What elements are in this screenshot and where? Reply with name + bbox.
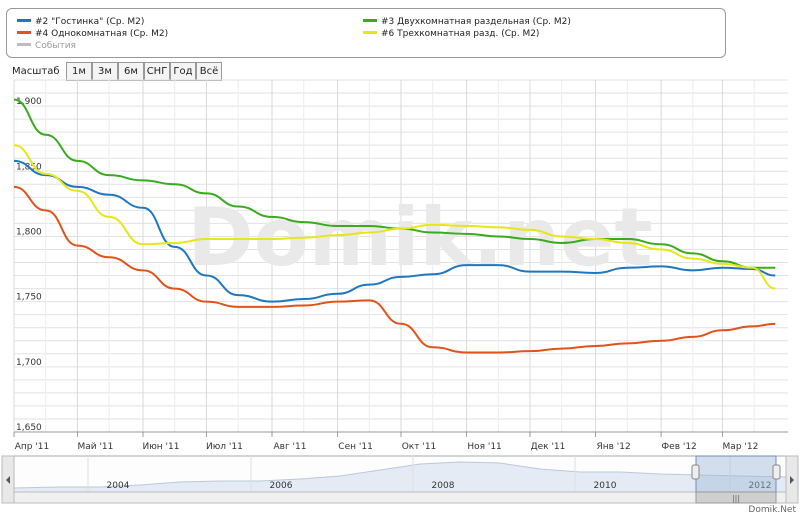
credit-text: Domik.Net (748, 505, 796, 515)
x-tick-label: Мар '12 (723, 442, 759, 452)
navigator-year-label: 2010 (594, 481, 617, 491)
x-axis: Апр '11 Май '11 Июн '11 Июл '11 Авг '11 Сен '… (13, 432, 759, 452)
chart-legend: #2 "Гостинка" (Ср. М2) #4 Однокомнатная … (6, 8, 726, 58)
navigator-year-label: 2008 (432, 481, 455, 491)
watermark: Domik.net (187, 191, 652, 284)
range-navigator[interactable]: 2004 2006 2008 2010 2012 ||| (1, 455, 799, 504)
series-line-1 (13, 185, 776, 354)
y-tick-label: 1,900 (16, 97, 42, 107)
navigator-left-handle[interactable] (691, 464, 700, 480)
scroll-right-arrow[interactable] (785, 455, 799, 504)
series-line-3 (13, 144, 776, 290)
navigator-selection[interactable] (695, 455, 777, 493)
chevron-right-icon (790, 476, 794, 484)
legend-item-gostinka[interactable]: #2 "Гостинка" (Ср. М2) (17, 16, 144, 28)
x-tick-label: Окт '11 (402, 442, 437, 452)
x-tick-label: Авг '11 (274, 442, 307, 452)
navigator-years: 2004 2006 2008 2010 2012 (87, 456, 772, 492)
navigator-area (13, 461, 787, 493)
zoom-cis-button[interactable]: СНГ (144, 62, 170, 81)
navigator-year-label: 2012 (749, 481, 772, 491)
series-lines (13, 98, 776, 354)
legend-item-two-room[interactable]: #3 Двухкомнатная раздельная (Ср. М2) (363, 16, 571, 28)
legend-swatch-red (17, 31, 31, 34)
navigator-year-label: 2004 (107, 481, 130, 491)
grid (13, 79, 788, 433)
x-tick-label: Июн '11 (143, 442, 180, 452)
x-tick-label: Май '11 (77, 442, 113, 452)
x-tick-label: Фев '12 (661, 442, 696, 452)
y-tick-label: 1,800 (16, 227, 42, 237)
x-tick-label: Апр '11 (15, 442, 50, 452)
navigator-scrollbar[interactable] (13, 491, 787, 504)
y-axis: 1,650 1,700 1,750 1,800 1,850 1,900 (16, 97, 42, 433)
x-tick-label: Ноя '11 (467, 442, 501, 452)
series-line-2 (13, 98, 776, 269)
y-tick-label: 1,850 (16, 162, 42, 172)
series-line-0 (13, 159, 776, 303)
zoom-6m-button[interactable]: 6м (118, 62, 144, 81)
legend-swatch-blue (17, 19, 31, 22)
scrollbar-thumb[interactable] (695, 491, 777, 504)
x-tick-label: Дек '11 (531, 442, 566, 452)
legend-item-events[interactable]: События (17, 40, 76, 52)
navigator-year-label: 2006 (270, 481, 293, 491)
x-tick-label: Июл '11 (206, 442, 243, 452)
y-tick-label: 1,650 (16, 423, 42, 433)
legend-item-three-room[interactable]: #6 Трехкомнатная разд. (Ср. М2) (363, 28, 539, 40)
legend-item-one-room[interactable]: #4 Однокомнатная (Ср. М2) (17, 28, 168, 40)
legend-swatch-green (363, 19, 377, 22)
y-tick-label: 1,750 (16, 293, 42, 303)
legend-swatch-yellow (363, 31, 377, 34)
scrollbar-grip-icon: ||| (732, 494, 740, 503)
chevron-left-icon (6, 476, 10, 484)
y-tick-label: 1,700 (16, 358, 42, 368)
legend-swatch-gray (17, 43, 31, 46)
navigator-frame (13, 455, 787, 493)
zoom-label: Масштаб (12, 66, 60, 77)
navigator-right-handle[interactable] (772, 464, 781, 480)
scroll-left-arrow[interactable] (1, 455, 15, 504)
zoom-year-button[interactable]: Год (170, 62, 196, 81)
zoom-1m-button[interactable]: 1м (66, 62, 92, 81)
zoom-3m-button[interactable]: 3м (92, 62, 118, 81)
x-tick-label: Янв '12 (596, 442, 630, 452)
x-tick-label: Сен '11 (338, 442, 373, 452)
zoom-all-button[interactable]: Всё (196, 62, 222, 81)
